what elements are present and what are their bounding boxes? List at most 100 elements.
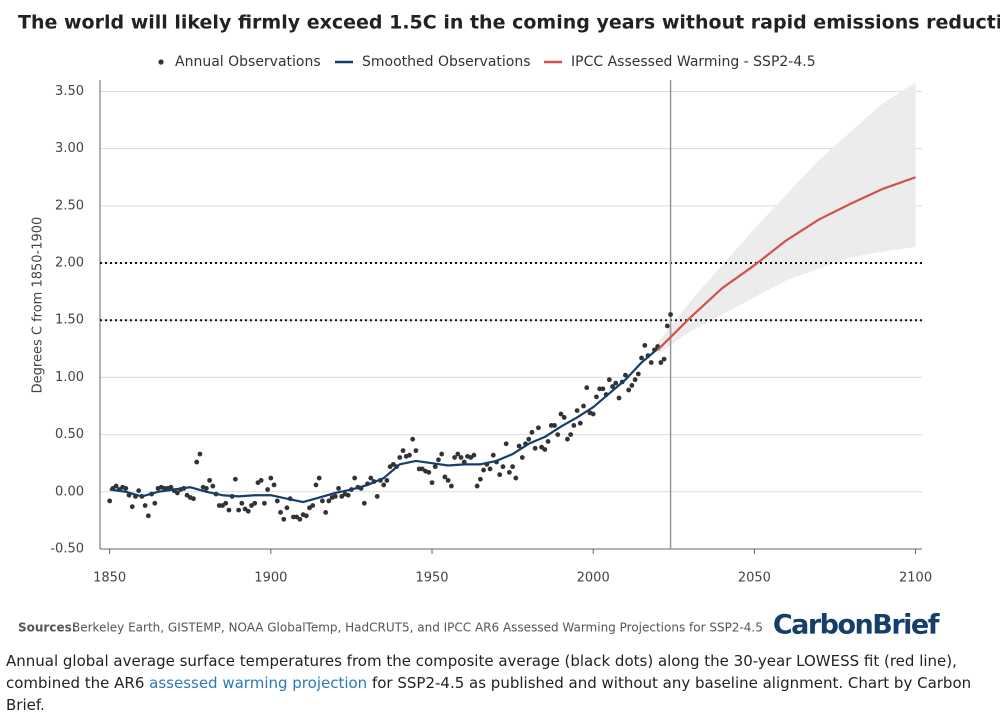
observation-dot xyxy=(590,411,596,417)
observation-dot xyxy=(510,464,516,470)
observation-dot xyxy=(442,474,448,480)
observation-dot xyxy=(361,500,367,506)
observation-dot xyxy=(381,482,387,488)
observation-dot xyxy=(345,492,351,498)
observation-dot xyxy=(565,436,570,442)
observation-dot xyxy=(262,500,267,506)
observation-dot xyxy=(526,436,532,442)
observation-dot xyxy=(458,455,464,460)
legend-label: Annual Observations xyxy=(175,54,321,70)
observation-dot xyxy=(223,500,229,506)
observation-dot xyxy=(632,377,638,383)
caption-link[interactable]: assessed warming projection xyxy=(149,674,368,692)
y-tick-label: 3.50 xyxy=(55,84,84,99)
observation-dot xyxy=(129,504,135,510)
observation-dot xyxy=(639,355,644,361)
observation-dot xyxy=(555,432,561,438)
observation-dot xyxy=(271,482,277,488)
observation-dot xyxy=(529,429,535,435)
y-tick-label: 1.00 xyxy=(55,370,84,385)
observation-dot xyxy=(413,448,419,454)
observation-dot xyxy=(400,448,406,454)
observation-dot xyxy=(436,457,441,463)
observation-dot xyxy=(558,411,564,417)
caption-text: Annual global average surface temperatur… xyxy=(6,652,957,692)
observation-dot xyxy=(410,436,416,442)
observation-dot xyxy=(519,455,525,460)
observation-dot xyxy=(661,356,667,362)
observation-dot xyxy=(226,507,232,513)
observation-dot xyxy=(594,394,599,400)
observation-dot xyxy=(258,477,264,483)
observation-dot xyxy=(648,360,654,365)
observation-dot xyxy=(490,452,496,458)
observation-dot xyxy=(455,451,461,457)
y-tick-label: -0.50 xyxy=(50,542,84,557)
observation-dot xyxy=(352,475,358,481)
x-tick-label: 1900 xyxy=(254,571,287,586)
observation-dot xyxy=(497,472,503,478)
observation-dot xyxy=(107,498,113,504)
y-tick-label: 2.50 xyxy=(55,198,84,213)
observation-dot xyxy=(616,395,622,401)
observation-dot xyxy=(574,408,580,413)
observation-dot xyxy=(542,447,548,452)
observation-dot xyxy=(568,432,574,438)
observation-dot xyxy=(642,342,648,348)
observation-dot xyxy=(320,498,325,504)
observation-dot xyxy=(445,477,451,483)
legend-label: Smoothed Observations xyxy=(362,54,531,70)
observation-dot xyxy=(623,372,628,378)
observation-dot xyxy=(152,500,158,506)
observation-dot xyxy=(429,480,435,486)
chart-title: The world will likely firmly exceed 1.5C… xyxy=(18,12,1000,34)
observation-dot xyxy=(313,482,319,488)
observation-dot xyxy=(481,467,486,473)
line xyxy=(656,176,916,351)
observation-dot xyxy=(274,498,280,504)
observation-dot xyxy=(545,439,551,444)
observation-dot xyxy=(168,484,174,490)
chart: The world will likely firmly exceed 1.5C… xyxy=(18,12,1000,641)
y-tick-label: 1.50 xyxy=(55,313,84,328)
observation-dot xyxy=(635,371,641,377)
observation-dot xyxy=(452,455,457,460)
observation-dot xyxy=(252,500,258,506)
observation-dot xyxy=(600,386,606,392)
observation-dot xyxy=(284,505,290,511)
observation-dot xyxy=(281,516,287,522)
sources: Berkeley Earth, GISTEMP, NOAA GlobalTemp… xyxy=(72,621,763,635)
observation-dot xyxy=(191,496,196,502)
observation-dot xyxy=(326,498,332,504)
observation-dot xyxy=(245,508,251,514)
observation-dot xyxy=(207,477,213,483)
y-tick-label: 0.50 xyxy=(55,427,84,442)
observation-dot xyxy=(113,483,119,489)
y-tick-label: 2.00 xyxy=(55,256,84,271)
observation-dot xyxy=(210,483,216,489)
observation-dot xyxy=(426,469,432,475)
uncertainty-band xyxy=(657,82,916,355)
legend-label: IPCC Assessed Warming - SSP2-4.5 xyxy=(571,54,816,70)
observation-dot xyxy=(561,415,567,420)
y-tick-label: 0.00 xyxy=(55,484,84,499)
observation-dot xyxy=(626,387,632,393)
caption-text: for SSP2-4.5 as published and without an… xyxy=(6,674,972,714)
observation-dot xyxy=(477,476,483,482)
observation-dot xyxy=(203,485,209,491)
observation-dot xyxy=(474,483,480,489)
observation-dot xyxy=(265,487,271,492)
observation-dot xyxy=(506,469,512,475)
observation-dot xyxy=(432,464,438,470)
observation-dot xyxy=(332,493,338,499)
x-tick-label: 2000 xyxy=(577,571,610,586)
observation-dot xyxy=(513,475,519,481)
observation-dot xyxy=(532,445,538,451)
observation-dot xyxy=(368,475,374,481)
logo: CarbonBrief xyxy=(773,610,940,641)
observation-dot xyxy=(236,507,242,513)
observation-dot xyxy=(407,452,412,458)
observation-dot xyxy=(668,312,673,317)
observation-dot xyxy=(500,464,506,470)
